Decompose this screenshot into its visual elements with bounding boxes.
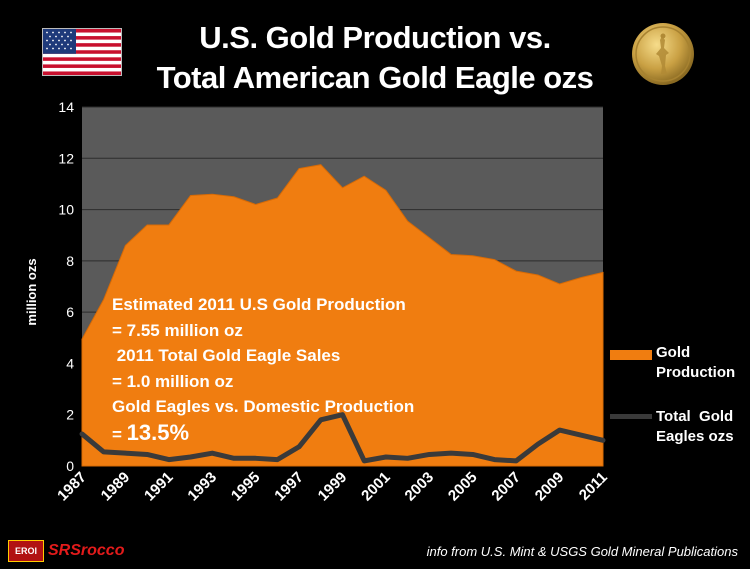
x-tick-label-1989: 1989 xyxy=(98,469,134,505)
y-tick-label-0: 0 xyxy=(66,458,74,474)
y-tick-label-14: 14 xyxy=(58,99,74,115)
production-area-layer xyxy=(81,164,604,467)
brand-logo: EROI SRSrocco xyxy=(8,538,124,564)
y-tick-label-6: 6 xyxy=(66,304,74,320)
y-tick-label-10: 10 xyxy=(58,202,74,218)
x-tick-label-1987: 1987 xyxy=(54,469,90,505)
y-tick-label-4: 4 xyxy=(66,355,74,371)
annotation-line-eagle-sales: 2011 Total Gold Eagle Sales xyxy=(112,346,341,365)
annotation-line-production-value: = 7.55 million oz xyxy=(112,320,243,340)
y-tick-label-12: 12 xyxy=(58,150,74,166)
eagles-line-layer xyxy=(79,412,606,464)
production-annotation: Estimated 2011 U.S Gold Production = 7.5… xyxy=(112,292,452,447)
x-tick-label-2005: 2005 xyxy=(445,469,481,505)
annotation-line-eagle-value: = 1.0 million oz xyxy=(112,371,234,391)
x-tick-label-2009: 2009 xyxy=(532,469,568,505)
source-note: info from U.S. Mint & USGS Gold Mineral … xyxy=(426,544,738,559)
chart-title-line1: U.S. Gold Production vs. xyxy=(199,20,551,55)
ratio-value: 13.5% xyxy=(126,419,190,445)
x-axis-ticks: 1987 1989 1991 1993 1995 1997 1999 2001 2003 2005… xyxy=(54,469,611,505)
annotation-line-production: Estimated 2011 U.S Gold Production xyxy=(112,295,406,314)
legend-production-label-1: Gold xyxy=(656,344,691,361)
y-tick-label-8: 8 xyxy=(66,253,74,269)
brand-name: SRSrocco xyxy=(48,542,125,559)
legend-item-production: Gold Production xyxy=(656,343,735,383)
production-area xyxy=(81,164,604,467)
x-tick-label-1991: 1991 xyxy=(141,469,177,505)
brand-badge: EROI xyxy=(8,540,44,562)
x-tick-label-1995: 1995 xyxy=(228,469,264,505)
y-tick-label-2: 2 xyxy=(66,407,74,423)
ratio-prefix: = xyxy=(112,424,127,444)
y-axis-ticks: 0 2 4 6 8 10 12 14 xyxy=(58,99,74,474)
x-tick-label-1993: 1993 xyxy=(184,469,220,505)
legend-eagles-swatch xyxy=(610,414,652,419)
annotation-line-ratio: = 13.5% xyxy=(112,420,452,448)
legend-production-label-2: Production xyxy=(656,364,736,381)
x-tick-label-2003: 2003 xyxy=(402,469,438,505)
us-flag-icon xyxy=(42,28,122,76)
legend-item-eagles: Total Gold Eagles ozs xyxy=(656,407,734,447)
legend-eagles-label-1: Total Gold xyxy=(656,408,734,425)
x-tick-label-1997: 1997 xyxy=(271,469,307,505)
x-tick-label-2001: 2001 xyxy=(358,469,394,505)
chart-title-line2: Total American Gold Eagle ozs xyxy=(156,60,594,95)
legend-eagles-label-2: Eagles ozs xyxy=(656,428,734,445)
x-tick-label-2007: 2007 xyxy=(488,469,524,505)
gold-eagle-coin-icon xyxy=(632,23,694,85)
x-tick-label-1999: 1999 xyxy=(315,469,351,505)
legend-production-swatch xyxy=(610,350,652,360)
annotation-line-ratio-label: Gold Eagles vs. Domestic Production xyxy=(112,397,415,416)
y-axis-label: million ozs xyxy=(24,258,39,325)
chart-title: U.S. Gold Production vs. Total American … xyxy=(150,18,600,98)
x-tick-label-2011: 2011 xyxy=(576,469,611,504)
eagles-line xyxy=(79,412,606,464)
